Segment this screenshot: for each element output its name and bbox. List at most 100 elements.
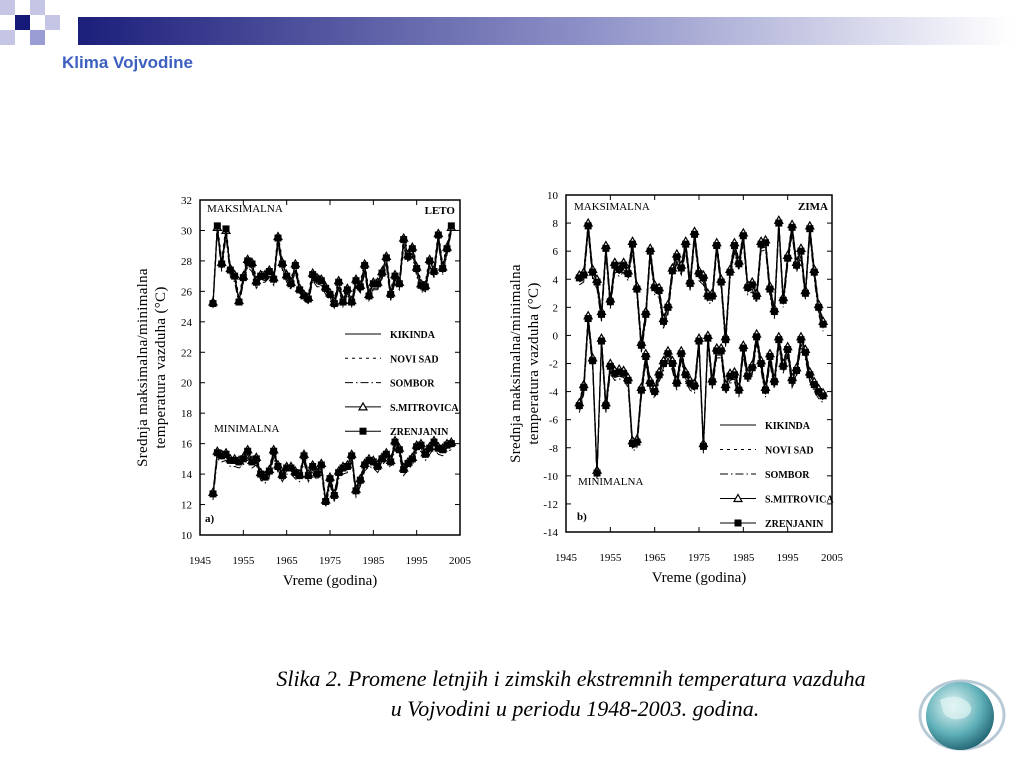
legend-label: SOMBOR	[390, 379, 435, 390]
marker	[611, 261, 619, 269]
marker	[309, 271, 317, 279]
marker	[748, 281, 756, 289]
marker	[218, 260, 226, 268]
marker	[575, 274, 583, 282]
marker	[797, 247, 805, 255]
marker	[686, 279, 694, 287]
marker	[762, 239, 769, 247]
marker	[682, 371, 690, 379]
marker	[704, 292, 712, 300]
marker	[430, 268, 438, 276]
marker	[584, 315, 592, 323]
marker	[819, 320, 827, 328]
y-axis-title: temperatura vazduha (°C)	[526, 282, 542, 444]
annotation: MINIMALNA	[214, 423, 279, 435]
marker	[784, 345, 792, 353]
marker	[257, 272, 265, 280]
panel-label: a)	[205, 513, 215, 525]
legend-marker	[359, 427, 367, 435]
marker	[296, 472, 304, 480]
marker	[748, 364, 756, 372]
marker	[322, 284, 330, 292]
marker	[326, 290, 334, 298]
marker	[775, 219, 783, 227]
marker	[677, 350, 685, 358]
marker	[695, 270, 703, 278]
marker	[704, 334, 712, 342]
y-tick-label: -12	[543, 499, 558, 511]
marker	[580, 383, 588, 391]
legend-label: SOMBOR	[765, 470, 810, 481]
marker	[668, 360, 676, 367]
marker	[602, 244, 610, 252]
marker	[387, 458, 395, 466]
marker	[722, 383, 730, 391]
marker	[611, 369, 619, 377]
marker	[218, 452, 226, 460]
marker	[753, 333, 761, 341]
marker	[770, 378, 778, 386]
marker	[629, 240, 636, 248]
marker	[361, 461, 369, 469]
marker	[430, 438, 438, 446]
marker	[439, 265, 447, 273]
marker	[779, 362, 787, 370]
marker	[629, 440, 636, 448]
x-tick-label: 1955	[232, 555, 255, 567]
marker	[708, 378, 716, 386]
marker	[651, 388, 659, 396]
x-tick-label: 1995	[406, 555, 429, 567]
marker	[304, 295, 312, 303]
marker	[726, 372, 734, 380]
marker	[374, 280, 382, 288]
marker	[239, 455, 247, 463]
marker	[265, 268, 273, 276]
marker	[624, 270, 632, 278]
marker	[426, 444, 434, 452]
marker	[602, 402, 610, 410]
legend-marker	[734, 519, 742, 527]
marker	[779, 296, 787, 304]
marker	[660, 360, 668, 367]
marker	[287, 280, 295, 288]
marker	[597, 337, 605, 345]
marker	[278, 260, 286, 268]
x-tick-label: 1945	[555, 552, 578, 564]
marker	[677, 264, 685, 272]
caption: u Vojvodini u periodu 1948-2003. godina.	[391, 696, 759, 721]
marker	[261, 272, 269, 280]
marker	[730, 371, 738, 379]
y-tick-label: 26	[181, 286, 193, 298]
y-tick-label: 14	[181, 469, 193, 481]
annotation: MINIMALNA	[578, 476, 643, 488]
y-tick-label: 12	[181, 500, 192, 512]
marker	[691, 230, 699, 238]
y-tick-label: -14	[543, 527, 558, 539]
marker	[810, 268, 818, 276]
marker	[252, 455, 260, 463]
marker	[257, 470, 265, 478]
y-axis-title: Srednja maksimalna/minimalna	[508, 264, 524, 463]
marker	[313, 275, 321, 283]
marker	[793, 367, 801, 375]
marker	[655, 371, 663, 379]
marker	[417, 441, 425, 449]
y-tick-label: 16	[181, 439, 193, 451]
marker	[699, 274, 707, 282]
y-tick-label: 28	[181, 256, 193, 268]
marker	[395, 280, 403, 288]
marker	[291, 261, 299, 269]
marker	[330, 300, 338, 308]
y-tick-label: 20	[181, 378, 193, 390]
marker	[274, 234, 282, 242]
marker	[735, 260, 743, 268]
legend-label: ZRENJANIN	[390, 427, 449, 438]
marker	[753, 292, 761, 300]
marker	[673, 379, 681, 387]
marker	[766, 285, 774, 293]
marker	[739, 344, 747, 352]
y-tick-label: -10	[543, 471, 558, 483]
x-axis-title: Vreme (godina)	[283, 573, 377, 589]
marker	[339, 298, 347, 306]
y-tick-label: 2	[553, 302, 559, 314]
